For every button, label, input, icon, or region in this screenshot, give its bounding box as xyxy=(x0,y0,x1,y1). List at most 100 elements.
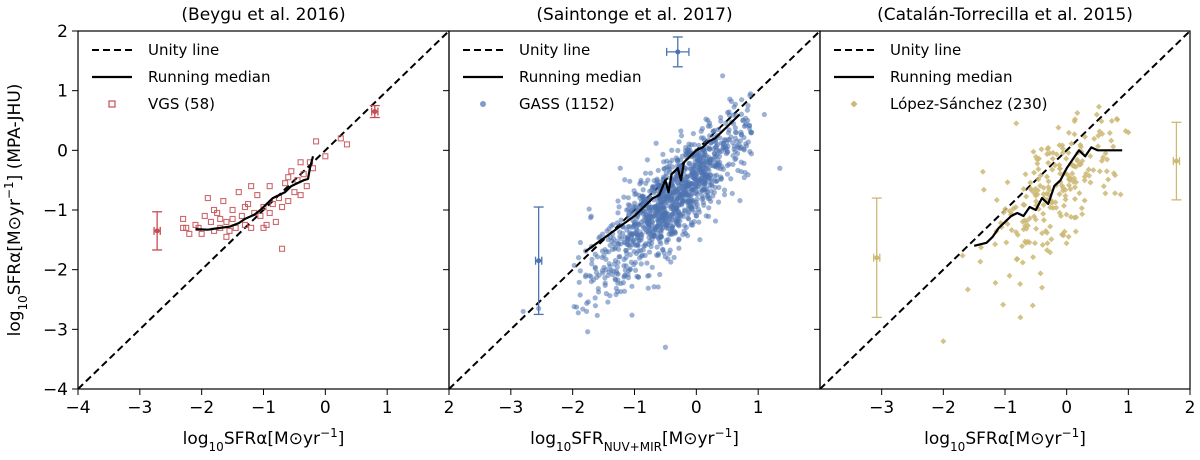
data-point xyxy=(645,273,651,279)
data-point xyxy=(735,145,742,151)
error-bar xyxy=(666,36,690,68)
data-point xyxy=(1096,168,1103,175)
x-tick-label: 0 xyxy=(691,398,702,418)
error-bar xyxy=(871,197,882,319)
data-point xyxy=(1037,270,1044,277)
y-axis-label: log10SFRα[M⊙yr−1] (MPA-JHU) xyxy=(2,84,30,337)
data-point xyxy=(1019,259,1026,266)
data-point xyxy=(1047,249,1054,256)
data-point xyxy=(1102,150,1109,157)
data-point xyxy=(583,308,590,314)
data-point xyxy=(698,128,704,134)
data-point xyxy=(685,211,691,217)
legend-sample-marker xyxy=(108,100,116,108)
data-point xyxy=(690,130,696,137)
data-point xyxy=(1079,157,1086,164)
data-point xyxy=(683,184,689,190)
data-point xyxy=(654,244,660,250)
data-point xyxy=(600,270,606,276)
data-point xyxy=(1064,171,1071,178)
data-point xyxy=(696,209,703,215)
data-point xyxy=(1062,192,1069,199)
legend-unity-label: Unity line xyxy=(148,41,219,59)
data-point xyxy=(1034,187,1041,194)
data-point xyxy=(676,245,682,251)
data-point xyxy=(730,161,736,168)
data-point xyxy=(632,267,639,273)
x-label-sup: −1 xyxy=(1062,426,1080,440)
x-label-part: log xyxy=(924,429,950,449)
y-label-sup: −1 xyxy=(2,181,16,199)
data-point xyxy=(1069,170,1076,177)
data-point xyxy=(725,109,731,116)
data-point xyxy=(1034,160,1041,167)
data-point xyxy=(241,221,248,228)
data-point xyxy=(978,244,985,251)
data-point xyxy=(603,249,609,255)
x-tick-label: −2 xyxy=(189,398,214,418)
data-point xyxy=(260,203,267,211)
data-point xyxy=(660,247,666,253)
data-point xyxy=(588,274,594,280)
data-point xyxy=(183,224,190,231)
data-point xyxy=(1079,211,1086,218)
data-point xyxy=(1048,236,1055,243)
data-point xyxy=(651,284,657,290)
data-point xyxy=(725,130,732,136)
x-axis-label: log10SFRα[M⊙yr−1] xyxy=(183,426,345,454)
data-point xyxy=(683,230,689,237)
x-axis-label: log10SFRNUV+MIR[M⊙yr−1] xyxy=(530,426,739,454)
data-point xyxy=(1105,176,1112,183)
data-point xyxy=(675,158,681,164)
legend: Unity line Running median VGS (58) xyxy=(92,41,270,113)
data-point xyxy=(720,73,726,79)
data-point xyxy=(1031,169,1038,176)
data-point xyxy=(668,203,675,209)
data-point xyxy=(725,136,731,143)
data-point xyxy=(676,186,682,192)
data-point xyxy=(1072,228,1079,235)
data-point xyxy=(1071,118,1078,125)
data-point xyxy=(623,263,629,269)
data-point xyxy=(620,280,627,286)
data-point xyxy=(254,192,261,199)
data-point xyxy=(1067,213,1074,220)
x-tick-label: 1 xyxy=(382,398,393,418)
data-point xyxy=(707,182,713,188)
data-point xyxy=(689,169,695,175)
data-point xyxy=(594,274,600,280)
data-point xyxy=(741,160,747,166)
data-point xyxy=(1069,162,1076,169)
data-point xyxy=(1052,199,1059,206)
data-point xyxy=(1033,225,1040,232)
data-point xyxy=(732,125,738,131)
x-tick-label: −1 xyxy=(992,398,1017,418)
y-tick-label: −4 xyxy=(43,380,68,400)
data-point xyxy=(615,210,621,216)
data-point xyxy=(992,279,999,286)
y-label-part: log xyxy=(5,310,25,336)
data-point xyxy=(1076,190,1083,197)
panel-3: −3 −2 −1 0 1 2 (Catalán-Torrecilla et al. 2015… xyxy=(814,5,1195,454)
data-point xyxy=(669,216,675,222)
x-label-part: SFRα[M⊙yr xyxy=(965,429,1061,449)
data-point xyxy=(662,344,669,350)
data-point xyxy=(672,229,678,235)
data-point xyxy=(1042,228,1049,235)
data-point xyxy=(1110,143,1117,150)
data-point xyxy=(749,129,755,135)
data-point xyxy=(1060,202,1067,209)
data-point xyxy=(640,187,646,193)
data-point xyxy=(198,230,205,237)
data-point xyxy=(712,184,718,191)
legend-median-label: Running median xyxy=(148,68,270,86)
data-point xyxy=(653,211,660,217)
data-point xyxy=(648,243,654,250)
data-point xyxy=(717,166,724,172)
data-point xyxy=(1029,302,1036,309)
data-point xyxy=(1024,238,1031,245)
data-point xyxy=(668,196,675,202)
x-tick-label: −3 xyxy=(869,398,894,418)
data-point xyxy=(724,162,731,169)
data-point xyxy=(625,202,631,208)
